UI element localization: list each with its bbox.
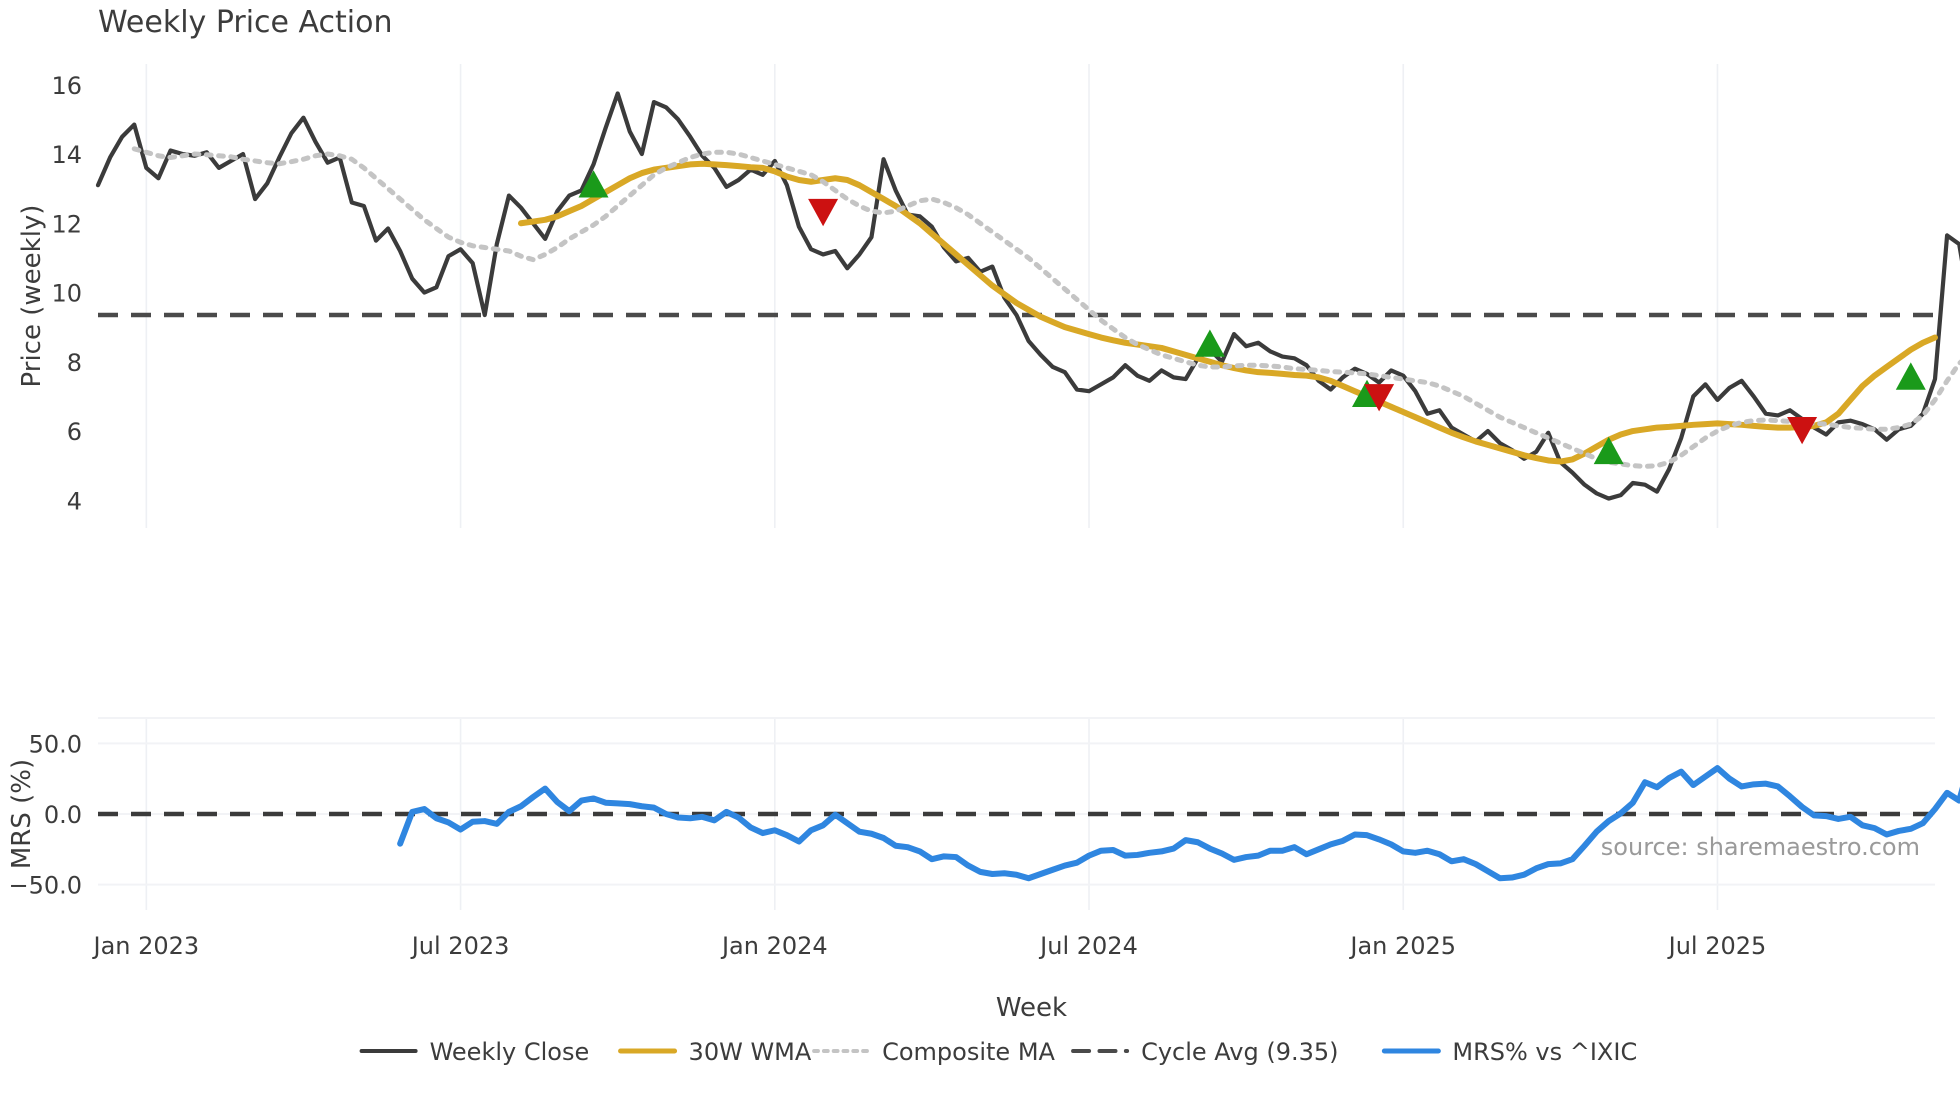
price-panel: 4 6 8 10 12 14 16 Price (weekly) — [17, 64, 1960, 528]
price-ytick-label: 10 — [51, 280, 82, 308]
price-ytick-label: 6 — [67, 418, 82, 446]
xtick-label: Jan 2025 — [1348, 932, 1456, 960]
chart-title: Weekly Price Action — [98, 5, 393, 40]
legend-label: MRS% vs ^IXIC — [1452, 1038, 1637, 1066]
price-ytick-label: 4 — [67, 487, 82, 515]
legend-label: Cycle Avg (9.35) — [1141, 1038, 1338, 1066]
xtick-label: Jul 2024 — [1038, 932, 1138, 960]
buy-signal-marker[interactable] — [1593, 436, 1624, 465]
mrs-y-axis-label: MRS (%) — [7, 759, 37, 869]
buy-signal-marker[interactable] — [1194, 329, 1225, 357]
legend-label: 30W WMA — [689, 1038, 812, 1066]
xtick-label: Jul 2023 — [410, 932, 510, 960]
price-ytick-label: 12 — [51, 210, 82, 238]
price-y-axis-label: Price (weekly) — [17, 205, 47, 388]
series-mrs-vs-ixic — [397, 765, 1960, 882]
price-ytick-label: 14 — [51, 141, 82, 169]
x-axis-label: Week — [996, 993, 1067, 1023]
buy-signal-marker[interactable] — [578, 170, 609, 198]
series-composite-ma — [131, 146, 1960, 469]
legend-label: Composite MA — [882, 1038, 1055, 1066]
sell-signal-marker[interactable] — [808, 198, 839, 227]
buy-signal-marker[interactable] — [1895, 362, 1926, 390]
xtick-label: Jul 2025 — [1667, 932, 1767, 960]
series-weekly-close — [95, 91, 1960, 501]
sell-signal-marker[interactable] — [1787, 417, 1818, 445]
sell-signal-marker[interactable] — [1364, 384, 1395, 412]
mrs-ytick-label: 0.0 — [44, 801, 82, 829]
xtick-label: Jan 2024 — [720, 932, 828, 960]
xtick-label: Jan 2023 — [91, 932, 199, 960]
mrs-ytick-label: −50.0 — [8, 872, 82, 900]
mrs-ytick-label: 50.0 — [29, 730, 82, 758]
price-ytick-label: 16 — [51, 72, 82, 100]
legend-label: Weekly Close — [430, 1038, 590, 1066]
source-watermark: source: sharemaestro.com — [1601, 833, 1920, 861]
price-ytick-label: 8 — [67, 349, 82, 377]
chart-legend: Weekly Close 30W WMA Composite MA Cycle Avg… — [359, 1038, 1637, 1066]
